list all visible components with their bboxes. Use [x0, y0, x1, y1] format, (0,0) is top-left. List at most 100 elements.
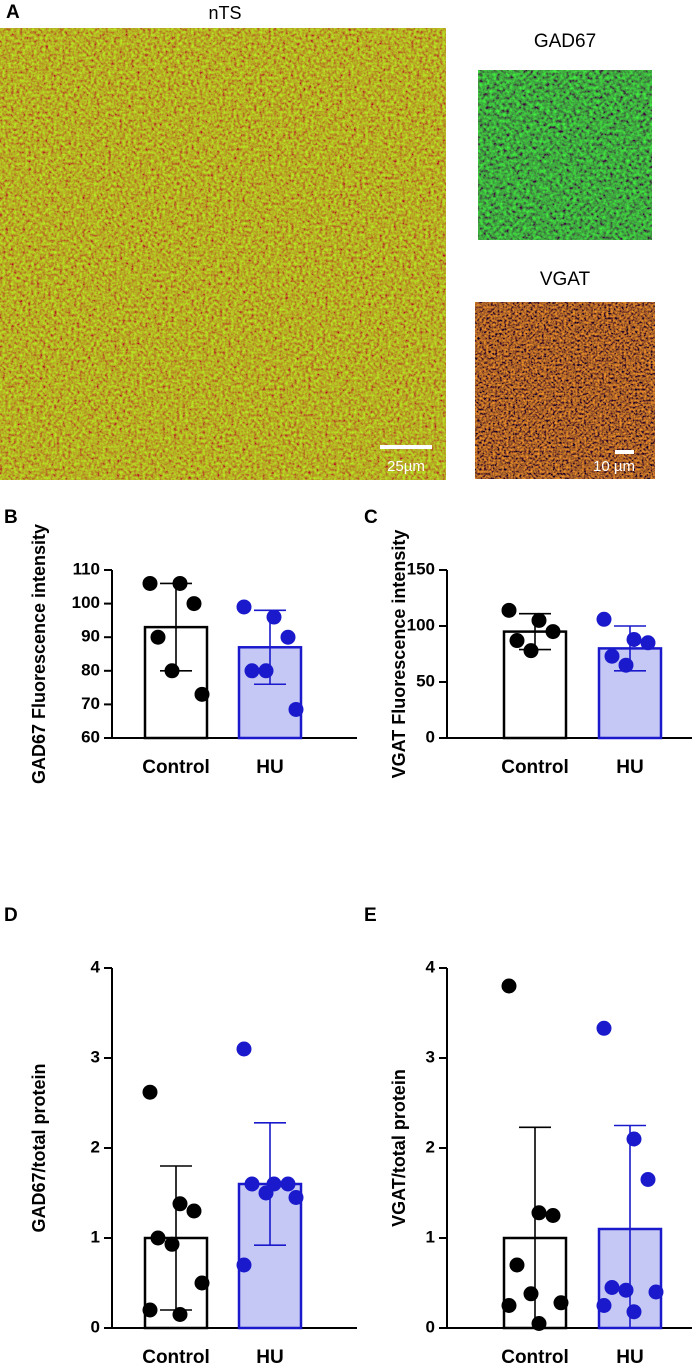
data-point — [194, 1275, 210, 1291]
scale-label: 25µm — [387, 458, 425, 475]
data-point — [523, 1286, 539, 1302]
data-point — [648, 1284, 664, 1300]
y-tick-label: 100 — [72, 593, 100, 612]
y-tick-label: 110 — [73, 559, 100, 578]
scale-label: 10 µm — [593, 458, 635, 475]
data-point — [150, 1230, 166, 1246]
data-point — [258, 663, 274, 679]
y-tick-label: 90 — [81, 627, 100, 646]
data-point — [531, 1316, 547, 1331]
data-point — [596, 611, 612, 627]
data-point — [280, 629, 296, 645]
data-point — [142, 1302, 158, 1318]
data-point — [172, 1307, 188, 1322]
y-tick-label: 80 — [81, 660, 100, 679]
data-point — [604, 1280, 620, 1295]
y-tick-label: 0 — [91, 1317, 100, 1336]
data-point — [244, 1176, 260, 1192]
data-point — [596, 1298, 612, 1313]
data-point — [186, 596, 202, 612]
inset-texture — [475, 302, 655, 479]
y-axis-title: GAD67/total protein — [29, 1063, 49, 1232]
data-point — [150, 629, 166, 645]
data-point — [186, 1203, 202, 1219]
y-tick-label: 60 — [81, 727, 100, 746]
data-point — [266, 609, 282, 625]
micrograph-texture — [0, 28, 446, 480]
x-tick-label: Control — [501, 757, 569, 778]
data-point — [164, 663, 180, 679]
y-tick-label: 50 — [416, 671, 435, 690]
error-bar — [614, 1124, 646, 1328]
y-tick-label: 4 — [91, 957, 101, 976]
data-point — [545, 1208, 561, 1223]
data-point — [553, 1295, 569, 1311]
y-axis-title: GAD67 Fluorescence intensity — [29, 524, 49, 784]
data-point — [501, 602, 517, 618]
image-title: nTS — [208, 3, 241, 23]
data-point — [164, 1236, 180, 1252]
panel-letter: B — [4, 507, 18, 528]
y-tick-label: 100 — [407, 615, 435, 634]
data-point — [531, 612, 547, 628]
panel-letter: C — [364, 507, 378, 528]
x-tick-label: HU — [616, 1347, 643, 1368]
data-point — [244, 663, 260, 679]
y-tick-label: 150 — [407, 559, 435, 578]
x-tick-label: HU — [256, 1347, 283, 1368]
data-point — [236, 1257, 252, 1273]
data-point — [509, 1257, 525, 1273]
y-tick-label: 2 — [426, 1137, 435, 1156]
panel-letter: E — [364, 905, 377, 926]
data-point — [626, 631, 642, 647]
y-tick-label: 0 — [426, 1317, 435, 1336]
data-point — [172, 575, 188, 591]
data-point — [626, 1131, 642, 1147]
data-point — [531, 1205, 547, 1221]
data-point — [509, 633, 525, 649]
y-tick-label: 70 — [81, 694, 100, 713]
data-point — [258, 1185, 274, 1201]
data-point — [618, 1282, 634, 1298]
y-tick-label: 3 — [91, 1047, 100, 1066]
data-point — [618, 657, 634, 673]
data-point — [501, 978, 517, 994]
y-axis-title: VGAT/total protein — [389, 1069, 409, 1227]
data-point — [523, 643, 539, 659]
x-tick-label: Control — [142, 757, 210, 778]
inset-title: VGAT — [540, 269, 591, 290]
data-point — [142, 575, 158, 591]
panel-letter: D — [4, 905, 18, 926]
inset-texture — [478, 70, 652, 240]
data-point — [172, 1196, 188, 1212]
error-bar — [519, 1126, 551, 1328]
y-tick-label: 3 — [426, 1047, 435, 1066]
data-point — [280, 1176, 296, 1192]
y-tick-label: 0 — [426, 727, 435, 746]
data-point — [640, 1172, 656, 1187]
x-tick-label: HU — [616, 757, 643, 778]
y-tick-label: 1 — [91, 1227, 100, 1246]
x-tick-label: HU — [256, 757, 283, 778]
x-tick-label: Control — [142, 1347, 210, 1368]
data-point — [626, 1304, 642, 1320]
y-tick-label: 1 — [426, 1227, 435, 1246]
data-point — [501, 1298, 517, 1313]
data-point — [194, 686, 210, 702]
inset-title: GAD67 — [534, 31, 596, 52]
data-point — [142, 1084, 158, 1100]
data-point — [236, 1041, 252, 1057]
y-axis-title: VGAT Fluorescence intensity — [389, 530, 409, 779]
y-tick-label: 4 — [426, 957, 436, 976]
data-point — [236, 599, 252, 615]
panel-letter: A — [6, 2, 20, 23]
data-point — [596, 1020, 612, 1036]
y-tick-label: 2 — [91, 1137, 100, 1156]
data-point — [545, 624, 561, 640]
data-point — [640, 635, 656, 651]
data-point — [288, 701, 304, 717]
data-point — [288, 1190, 304, 1205]
x-tick-label: Control — [501, 1347, 569, 1368]
data-point — [604, 648, 620, 664]
